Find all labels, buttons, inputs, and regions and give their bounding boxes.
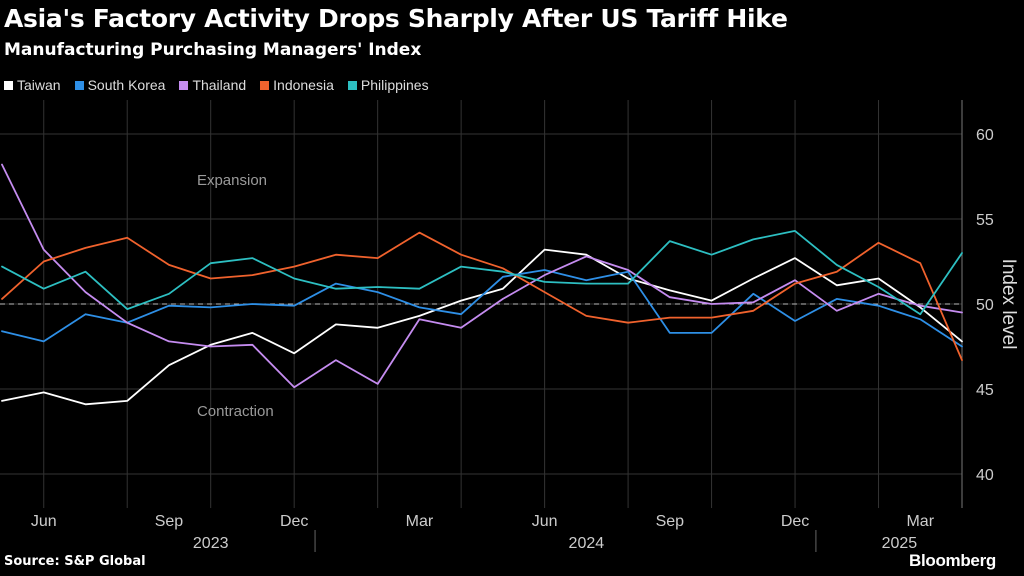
legend-item: Philippines	[347, 77, 429, 93]
legend-swatch	[4, 80, 13, 90]
y-tick-label: 60	[976, 127, 994, 144]
series-line-philippines	[1, 229, 963, 316]
x-year-label: 2025	[882, 535, 918, 552]
y-tick-label: 55	[976, 212, 994, 229]
x-tick-label: Sep	[155, 513, 184, 530]
legend-label: South Korea	[87, 77, 166, 93]
legend-item: Indonesia	[260, 77, 334, 93]
y-tick-label: 40	[976, 467, 994, 484]
legend-label: Taiwan	[17, 77, 61, 93]
legend-swatch	[74, 80, 84, 90]
chart-subtitle: Manufacturing Purchasing Managers' Index	[4, 40, 422, 60]
x-tick-label: Jun	[31, 513, 57, 530]
legend-swatch	[347, 80, 357, 90]
legend: Taiwan South Korea Thailand Indonesia Philip…	[4, 77, 429, 93]
annotation-label: Contraction	[197, 403, 274, 420]
x-tick-label: Jun	[532, 513, 558, 530]
legend-label: Thailand	[192, 77, 247, 93]
legend-swatch	[260, 80, 270, 90]
chart-title: Asia's Factory Activity Drops Sharply Af…	[4, 4, 788, 33]
x-tick-label: Dec	[280, 513, 308, 530]
series-line-indonesia	[1, 231, 963, 362]
annotation-label: Expansion	[197, 172, 267, 189]
x-tick-label: Mar	[406, 513, 434, 530]
x-year-label: 2024	[569, 535, 605, 552]
series-line-thailand	[1, 163, 963, 389]
legend-label: Philippines	[360, 77, 429, 93]
x-year-label: 2023	[193, 535, 229, 552]
legend-swatch	[179, 80, 189, 90]
series-line-south-korea	[1, 269, 963, 348]
x-tick-label: Dec	[781, 513, 809, 530]
y-axis-title: Index level	[998, 259, 1019, 350]
y-tick-label: 45	[976, 382, 994, 399]
x-tick-label: Sep	[656, 513, 685, 530]
series-line-taiwan	[1, 248, 963, 406]
legend-item: Taiwan	[4, 77, 61, 93]
legend-label: Indonesia	[273, 77, 334, 93]
bloomberg-logo: Bloomberg	[908, 551, 996, 570]
source-note: Source: S&P Global	[4, 554, 146, 569]
y-tick-label: 50	[976, 297, 994, 314]
x-tick-label: Mar	[906, 513, 934, 530]
legend-item: Thailand	[179, 77, 246, 93]
legend-item: South Korea	[74, 77, 166, 93]
